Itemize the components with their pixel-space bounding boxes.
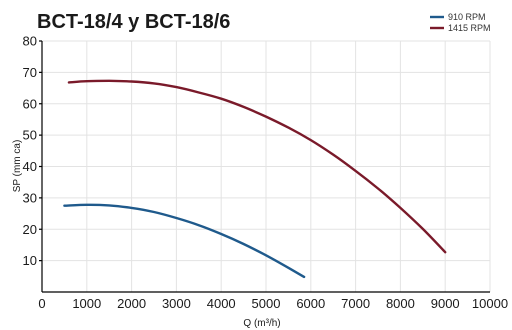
x-tick-label: 2000 — [117, 296, 146, 311]
x-tick-label: 6000 — [296, 296, 325, 311]
axes — [39, 40, 490, 293]
y-tick-label: 50 — [23, 128, 37, 143]
series-lines — [63, 79, 447, 279]
y-tick-label: 30 — [23, 190, 37, 205]
x-tick-label: 1000 — [72, 296, 101, 311]
x-tick-label: 5000 — [252, 296, 281, 311]
x-axis-label: Q (m³/h) — [243, 318, 280, 329]
x-tick-label: 7000 — [341, 296, 370, 311]
y-tick-label: 40 — [23, 159, 37, 174]
y-tick-label: 10 — [23, 253, 37, 268]
y-axis-label: SP (mm ca) — [12, 140, 23, 193]
x-tick-label: 4000 — [207, 296, 236, 311]
x-tick-label: 10000 — [472, 296, 508, 311]
y-tick-label: 20 — [23, 222, 37, 237]
x-tick-label: 9000 — [431, 296, 460, 311]
x-tick-label: 0 — [38, 296, 45, 311]
y-tick-label: 80 — [23, 34, 37, 49]
legend-label: 910 RPM — [448, 12, 486, 22]
grid — [42, 40, 491, 292]
series-line — [63, 203, 306, 279]
y-tick-label: 60 — [23, 96, 37, 111]
tick-labels: 0 1000 2000 3000 4000 5000 6000 7000 8000 9000 100… — [23, 34, 509, 312]
y-tick-label: 70 — [23, 65, 37, 80]
x-tick-label: 3000 — [162, 296, 191, 311]
x-tick-label: 8000 — [386, 296, 415, 311]
series-line — [67, 79, 447, 254]
chart-title: BCT-18/4 y BCT-18/6 — [37, 11, 230, 33]
legend-label: 1415 RPM — [448, 23, 491, 33]
